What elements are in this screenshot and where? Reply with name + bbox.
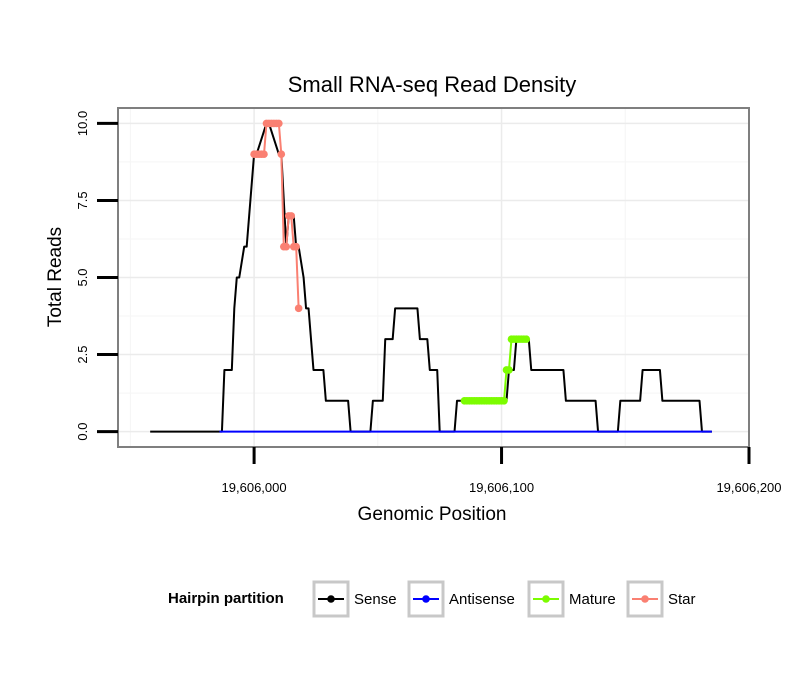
x-tick-label: 19,606,200 (716, 480, 781, 495)
legend-key-point (327, 595, 335, 603)
x-axis-title: Genomic Position (358, 504, 507, 525)
axis-ticks: 19,606,000 19,606,100 19,606,200 0.0 2.5 5.0 7… (75, 111, 782, 495)
legend: Hairpin partition Sense Antisense Mature St… (168, 580, 696, 618)
data-point-star (292, 242, 300, 251)
data-point-mature (500, 396, 508, 405)
series-line-mature (464, 338, 527, 402)
x-tick-label: 19,606,000 (222, 480, 287, 495)
grid-lines (118, 108, 749, 447)
chart-title: Small RNA-seq Read Density (288, 72, 577, 97)
legend-key-point (641, 595, 649, 603)
legend-label-star: Star (668, 591, 696, 608)
x-tick-label: 19,606,100 (469, 480, 534, 495)
legend-label-antisense: Antisense (449, 591, 515, 608)
legend-title: Hairpin partition (168, 590, 284, 607)
series-layer (150, 119, 712, 433)
y-tick-label: 10.0 (75, 111, 90, 136)
y-tick-label: 7.5 (75, 191, 90, 209)
data-point-star (282, 242, 291, 251)
data-point-star (275, 119, 283, 128)
y-axis-title: Total Reads (45, 227, 66, 327)
y-tick-label: 0.0 (75, 423, 90, 441)
legend-label-sense: Sense (354, 591, 397, 608)
y-tick-label: 2.5 (75, 346, 90, 364)
data-point-mature (522, 335, 531, 343)
data-point-star (260, 150, 268, 159)
legend-label-mature: Mature (569, 591, 616, 608)
data-point-star (277, 150, 286, 159)
legend-key-point (542, 595, 550, 603)
data-point-star (287, 212, 296, 220)
legend-key-point (422, 595, 430, 603)
y-tick-label: 5.0 (75, 268, 90, 286)
data-point-star (294, 304, 303, 313)
data-point-mature (505, 366, 513, 374)
